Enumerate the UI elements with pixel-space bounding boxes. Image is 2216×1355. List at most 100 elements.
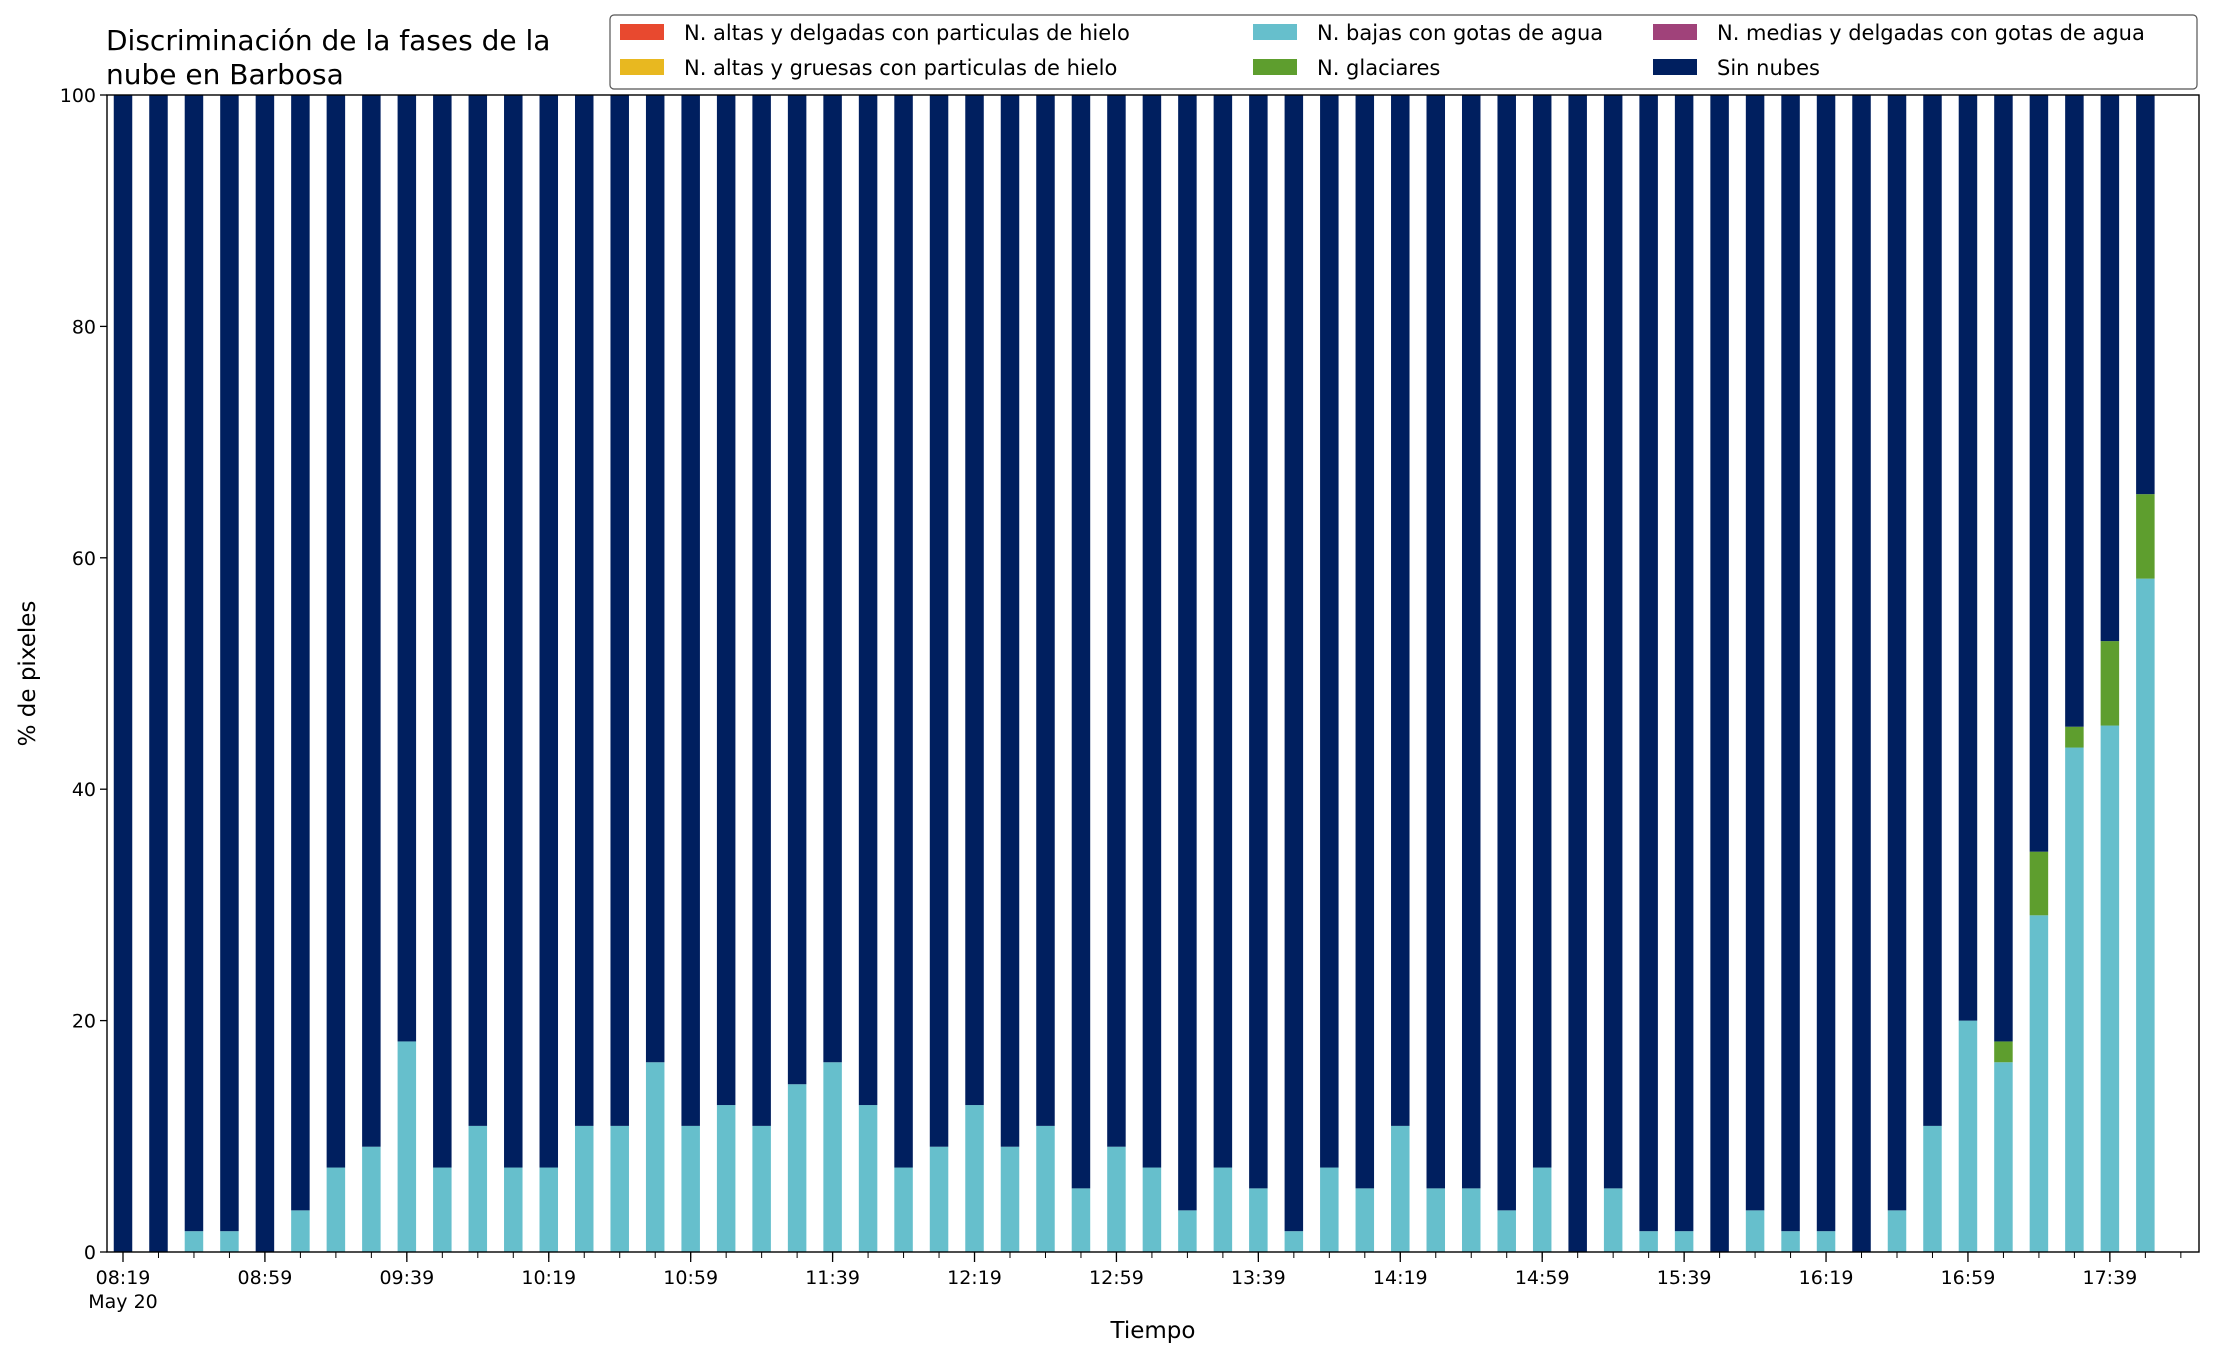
bar-segment — [823, 95, 842, 1063]
bar-segment — [929, 1146, 949, 1252]
chart-title-line: nube en Barbosa — [106, 58, 344, 91]
legend-label: N. altas y delgadas con particulas de hi… — [684, 21, 1130, 45]
bar-segment — [1923, 1125, 1942, 1252]
bar-segment — [1284, 95, 1304, 1232]
bar-segment — [2029, 915, 2049, 1252]
bar-segment — [1000, 1146, 1020, 1252]
bar-segment — [610, 95, 629, 1126]
legend-label: N. bajas con gotas de agua — [1317, 21, 1603, 45]
x-tick-label: 08:59 — [238, 1267, 293, 1289]
legend-label: N. altas y gruesas con particulas de hie… — [684, 56, 1117, 80]
bar-segment — [539, 1167, 559, 1252]
bar-segment — [929, 95, 949, 1147]
y-tick-label: 100 — [60, 85, 96, 107]
bar-segment — [645, 1062, 665, 1252]
bar-segment — [291, 95, 310, 1211]
bar-segment — [184, 1231, 204, 1252]
bar-segment — [1036, 1125, 1055, 1252]
bar-segment — [1710, 95, 1729, 1252]
bar-segment — [716, 95, 736, 1106]
bar-segment — [1213, 95, 1233, 1168]
bar-segment — [2065, 747, 2084, 1252]
legend-swatch — [1653, 59, 1697, 75]
bar-segment — [2029, 95, 2049, 852]
bar-segment — [1532, 95, 1552, 1168]
axes-layer: 0 20 40 60 80 100 08:19 08:59 09:39 10:19 10:59 11:… — [15, 85, 2200, 1344]
bar-segment — [1249, 1188, 1268, 1252]
bar-segment — [1745, 95, 1765, 1211]
bar-segment — [1071, 95, 1091, 1189]
x-tick-label: 13:39 — [1231, 1267, 1286, 1289]
bar-segment — [1107, 95, 1126, 1147]
bar-segment — [1142, 95, 1162, 1168]
bar-segment — [1391, 95, 1410, 1126]
bar-segment — [433, 1167, 452, 1252]
bar-segment — [894, 95, 913, 1168]
x-tick-label: 09:39 — [379, 1267, 434, 1289]
bar-segment — [220, 1231, 239, 1252]
bar-segment — [1178, 95, 1197, 1211]
bar-segment — [716, 1105, 736, 1252]
bar-segment — [362, 95, 381, 1147]
bar-segment — [1284, 1231, 1304, 1252]
bar-segment — [965, 1105, 984, 1252]
bar-segment — [1213, 1167, 1233, 1252]
bar-segment — [1568, 95, 1587, 1252]
bar-segment — [681, 95, 700, 1126]
bar-segment — [1497, 1210, 1516, 1252]
bar-segment — [149, 95, 168, 1252]
bar-segment — [1639, 1231, 1658, 1252]
bar-segment — [1674, 1231, 1694, 1252]
y-tick-label: 0 — [84, 1242, 96, 1264]
bar-segment — [326, 1167, 346, 1252]
x-tick-label: 12:19 — [947, 1267, 1002, 1289]
bar-segment — [965, 95, 984, 1106]
bar-segment — [1355, 1188, 1375, 1252]
bar-segment — [1391, 1125, 1410, 1252]
bar-segment — [1781, 1231, 1800, 1252]
bar-segment — [220, 95, 239, 1232]
legend-swatch — [1253, 24, 1297, 40]
bar-segment — [681, 1125, 700, 1252]
legend-swatch — [1653, 24, 1697, 40]
plot-frame — [106, 94, 2200, 1253]
bar-segment — [1603, 1188, 1623, 1252]
x-tick-label: 10:59 — [663, 1267, 718, 1289]
bar-segment — [1816, 95, 1836, 1232]
bar-segment — [752, 1125, 771, 1252]
bar-segment — [1426, 95, 1446, 1189]
bar-segment — [2100, 725, 2120, 1252]
bar-segment — [1639, 95, 1658, 1232]
bar-segment — [894, 1167, 913, 1252]
x-tick-label: 14:19 — [1373, 1267, 1428, 1289]
x-tick-label: 10:19 — [521, 1267, 576, 1289]
bar-segment — [1958, 95, 1978, 1021]
bar-segment — [397, 1041, 417, 1252]
bar-segment — [787, 95, 807, 1085]
bar-segment — [291, 1210, 310, 1252]
x-tick-label: 11:39 — [805, 1267, 860, 1289]
bar-segment — [2100, 641, 2120, 726]
bar-segment — [1497, 95, 1516, 1211]
bar-segment — [752, 95, 771, 1126]
chart-title-line: Discriminación de la fases de la — [106, 24, 550, 57]
legend-swatch — [1253, 59, 1297, 75]
bar-segment — [1355, 95, 1375, 1189]
bar-segment — [1036, 95, 1055, 1126]
bar-segment — [113, 95, 133, 1252]
x-tick-label: 16:19 — [1799, 1267, 1854, 1289]
bar-segment — [1320, 95, 1339, 1168]
bar-segment — [2029, 851, 2049, 916]
x-tick-sublabel: May 20 — [88, 1291, 158, 1313]
legend-label: Sin nubes — [1717, 56, 1820, 80]
bar-segment — [2136, 494, 2155, 579]
legend-label: N. glaciares — [1317, 56, 1440, 80]
bar-segment — [2100, 95, 2120, 642]
bar-segment — [1994, 95, 2013, 1042]
bar-segment — [1887, 95, 1907, 1211]
bar-segment — [468, 95, 488, 1126]
bar-segment — [1461, 95, 1481, 1189]
bar-segment — [823, 1062, 842, 1252]
legend: N. altas y delgadas con particulas de hi… — [609, 14, 2198, 90]
